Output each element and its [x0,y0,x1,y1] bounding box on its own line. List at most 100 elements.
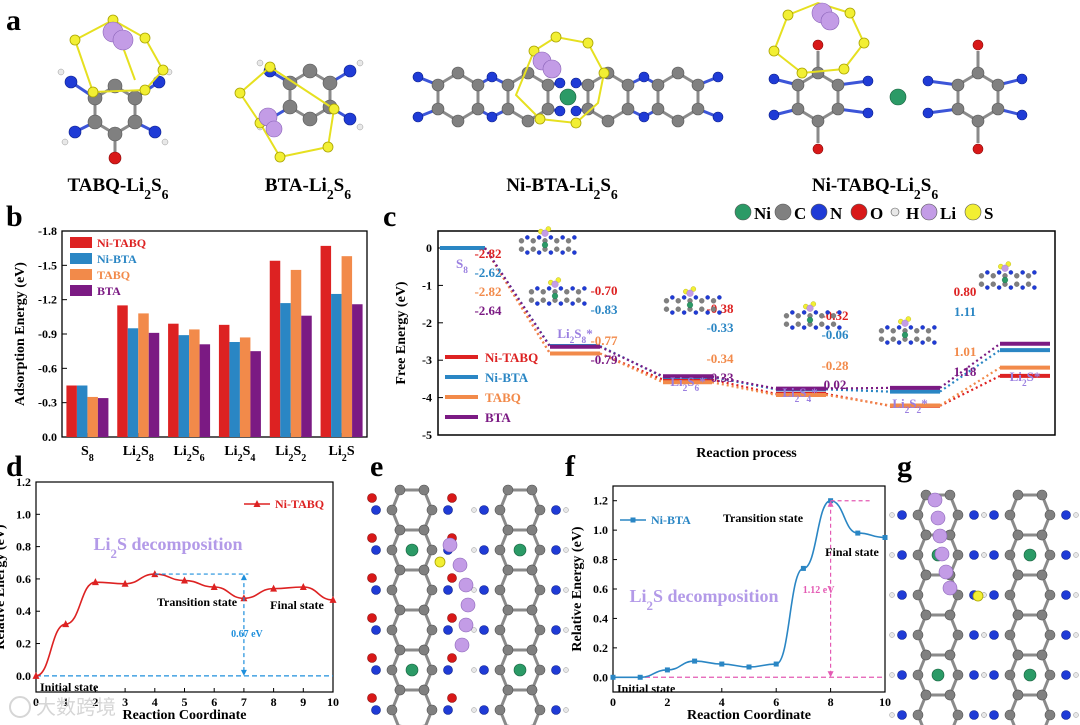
struct-atom [969,630,979,640]
thumb-atom [518,238,525,244]
thumb-atom [540,289,546,295]
thumb-atom [819,321,825,327]
y-tick-label: 0.0 [42,430,57,444]
legend-marker [630,517,636,523]
struct-atom [1061,550,1071,560]
step-name: Li2S8* [557,326,592,346]
bar-tabq [239,337,251,437]
atom-legend-label-s: S [984,204,993,223]
thumb-atom [1008,270,1014,275]
thumb-atom [914,328,920,334]
struct-atom [494,504,506,516]
delta-g-label: -0.83 [590,302,618,317]
struct-atom [889,552,895,558]
struct-atom [920,609,932,621]
molecule-ni-bta-li2s6 [412,31,724,129]
y-tick-label: 0.6 [16,572,31,586]
thumb-atom [990,281,996,287]
s-atom [972,590,984,602]
thumb-atom [985,270,990,275]
struct-atom [494,544,506,556]
struct-atom [889,672,895,678]
struct-atom [426,664,438,676]
thumb-atom [806,304,814,312]
thumb-atom [564,289,570,295]
struct-atom [989,510,999,520]
thumb-atom [560,235,565,240]
thumb-atom [536,235,542,240]
x-tick-label: 8 [271,695,277,709]
struct-atom [447,653,457,663]
data-point [91,578,99,586]
thumb-atom [686,301,694,309]
data-point [329,595,337,603]
x-tick-label: 10 [327,695,339,709]
data-point [62,620,70,628]
struct-atom [563,627,569,633]
barrier-arrow-head [827,500,834,507]
x-tick-label: 4 [719,695,725,709]
delta-g-label: -0.28 [821,358,849,373]
struct-atom [426,704,438,716]
free-energy-profile-chart: 0 -1 -2 -3 -4 -5 Free Energy (eV) Reaction proc… [394,226,1056,461]
struct-atom [969,510,979,520]
delta-g-label: 1.01 [954,344,977,359]
struct-atom [981,632,987,638]
y-tick-label: 1.2 [593,494,608,508]
thumb-atom [705,310,710,315]
struct-atom [1073,712,1079,718]
struct-atom [563,587,569,593]
structure-thumbnail [528,277,587,306]
struct-atom [426,624,438,636]
y-axis-label: Relative Energy (eV) [0,524,8,650]
data-point [610,674,616,680]
thumb-atom [830,313,837,319]
struct-atom [526,524,538,536]
struct-atom [563,667,569,673]
y-tick-label: -4 [422,391,432,405]
delta-g-label: -0.06 [821,327,849,342]
li-atom [932,528,948,544]
struct-atom [1036,649,1048,661]
thumb-atom [908,340,914,345]
struct-atom [1012,609,1024,621]
struct-atom [1044,669,1056,681]
y-tick-label: -0.6 [38,361,57,375]
struct-atom [386,544,398,556]
atom-legend-marker-h [890,207,900,217]
struct-atom [952,509,964,521]
thumb-atom [518,246,525,252]
struct-atom [1012,489,1024,501]
struct-atom [551,705,561,715]
struct-atom [494,624,506,636]
struct-atom [1012,649,1024,661]
final-state-label: Final state [270,598,324,612]
energy-curve [612,499,886,679]
struct-atom [526,564,538,576]
struct-atom [944,489,956,501]
struct-atom [534,704,546,716]
thumb-atom [890,336,896,342]
atom-legend: Ni C N O H Li S [734,203,993,223]
struct-atom [1036,609,1048,621]
thumb-atom [801,325,807,330]
struct-atom [367,613,377,623]
thumb-atom [525,235,530,240]
thumb-atom [663,298,670,304]
struct-atom [889,632,895,638]
legend-label: Ni-TABQ [275,497,324,511]
data-point [299,583,307,590]
struct-atom [920,569,932,581]
x-tick-label: 6 [773,695,779,709]
final-state-label: Final state [825,545,879,559]
struct-atom [897,630,907,640]
struct-atom [443,705,453,715]
connector-tabq [484,247,551,355]
thumb-atom [530,238,536,244]
x-tick-label: 2 [92,695,98,709]
struct-atom [494,584,506,596]
struct-atom [394,604,406,616]
connector-ni-bta [939,349,1001,393]
struct-atom [371,585,381,595]
x-tick-label: 0 [610,695,616,709]
